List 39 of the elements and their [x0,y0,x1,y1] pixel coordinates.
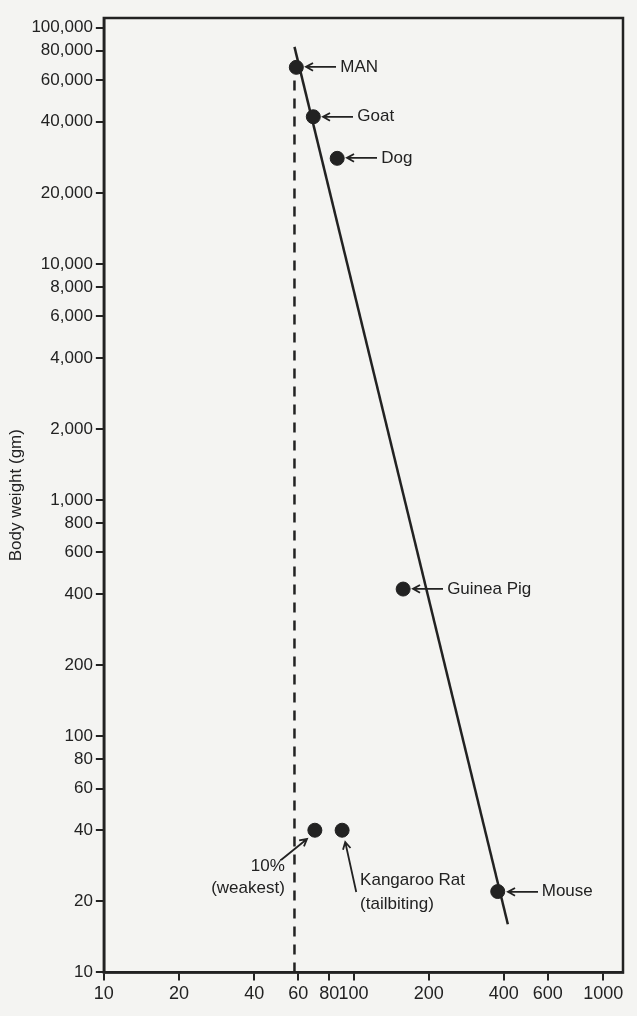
y-tick-label: 10 [73,962,93,982]
y-tick-label: 20,000 [40,182,93,202]
y-tick-label: 4,000 [50,347,93,367]
y-tick-label: 10,000 [40,253,93,273]
y-tick-label: 40 [73,819,93,839]
x-tick-label: 600 [532,983,563,1004]
annotation: Dog [381,148,413,168]
x-tick-label: 40 [244,983,265,1004]
y-tick-label: 80 [73,748,93,768]
x-tick-label: 100 [338,983,369,1004]
y-tick-label: 800 [64,512,93,532]
y-tick-label: 60 [73,778,93,798]
y-tick-label: 200 [64,654,93,674]
x-tick-label: 80 [319,983,340,1004]
y-tick-label: 600 [64,542,93,562]
annotation: 10% (weakest) [211,855,285,897]
y-tick-label: 1,000 [50,489,93,509]
y-tick-label: 20 [73,891,93,910]
annotation: MAN [340,57,379,77]
x-tick-label: 60 [288,983,309,1004]
y-tick-label: 400 [64,583,93,603]
annotation: Guinea Pig [447,578,532,598]
y-axis-title: Body weight (gm) [5,429,25,562]
y-tick-label: 8,000 [50,276,93,296]
x-tick-label: 20 [169,983,190,1004]
y-tick-label: 100 [64,725,93,745]
y-tick-label: 100,000 [31,17,93,37]
y-tick-label: 6,000 [50,306,93,326]
y-tick-label: 2,000 [50,418,93,438]
x-tick-label: 10 [93,983,114,1004]
annotation: Goat [357,106,395,126]
x-tick-label: 400 [488,983,519,1004]
x-tick-label: 200 [413,983,444,1004]
annotation: Kangaroo Rat (tailbiting) [360,869,466,913]
y-tick-label: 80,000 [40,40,93,60]
y-tick-label: 60,000 [40,69,93,89]
x-tick-label: 1000 [583,983,624,1004]
annotation: Mouse [541,881,593,901]
y-tick-label: 40,000 [40,111,93,131]
